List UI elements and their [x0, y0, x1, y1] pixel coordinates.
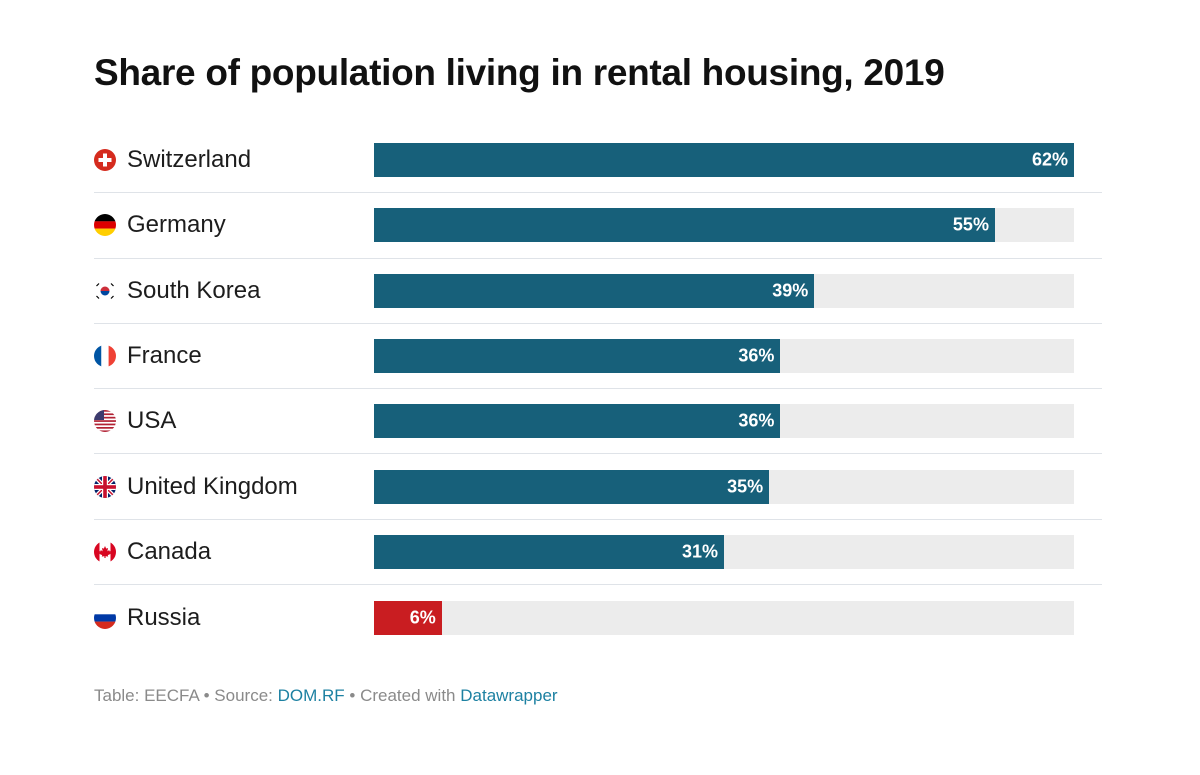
bar-track: 35%: [374, 469, 1074, 504]
table-row: France 36%: [94, 324, 1102, 390]
table-row: Russia 6%: [94, 585, 1102, 650]
value-label-switzerland: 62%: [1031, 149, 1068, 170]
bar-switzerland: 62%: [374, 143, 1074, 178]
south-korea-flag-icon: [94, 279, 116, 302]
bar-track: 39%: [374, 273, 1074, 308]
table-row: Switzerland 62%: [94, 128, 1102, 194]
footer-separator: •: [344, 686, 361, 705]
bar-track: 36%: [374, 404, 1074, 439]
value-label-canada: 31%: [681, 541, 718, 562]
value-label-south-korea: 39%: [772, 280, 809, 301]
usa-flag-icon: [94, 410, 116, 433]
table-row: Germany 55%: [94, 193, 1102, 259]
country-label-canada: Canada: [127, 537, 212, 565]
bar-united-kingdom: 35%: [374, 469, 770, 504]
bar-south-korea: 39%: [374, 273, 815, 308]
table-row: Canada 31%: [94, 520, 1102, 586]
canada-flag-icon: [94, 540, 116, 563]
datawrapper-link[interactable]: Datawrapper: [460, 686, 558, 705]
bar-track: 55%: [374, 208, 1074, 243]
germany-flag-icon: [94, 214, 116, 237]
switzerland-flag-icon: [94, 149, 116, 172]
table-credit: Table: EECFA: [94, 686, 199, 705]
bar-track: 36%: [374, 339, 1074, 374]
country-label-russia: Russia: [127, 603, 201, 631]
bar-track: 6%: [374, 600, 1074, 635]
value-label-united-kingdom: 35%: [727, 476, 764, 497]
bar-france: 36%: [374, 339, 781, 374]
france-flag-icon: [94, 345, 116, 368]
source-link[interactable]: DOM.RF: [277, 686, 345, 705]
source-prefix: Source:: [214, 686, 278, 705]
country-label-south-korea: South Korea: [127, 276, 261, 304]
bar-canada: 31%: [374, 534, 724, 569]
bar-usa: 36%: [374, 404, 781, 439]
bar-russia: 6%: [374, 600, 442, 635]
value-label-usa: 36%: [738, 410, 775, 431]
united-kingdom-flag-icon: [94, 475, 116, 498]
country-label-switzerland: Switzerland: [127, 146, 252, 174]
country-label-france: France: [127, 342, 202, 370]
table-row: USA 36%: [94, 389, 1102, 455]
bar-track: 62%: [374, 143, 1074, 178]
bar-germany: 55%: [374, 208, 995, 243]
value-label-france: 36%: [738, 345, 775, 366]
bar-track: 31%: [374, 534, 1074, 569]
table-row: United Kingdom 35%: [94, 454, 1102, 520]
created-with-prefix: Created with: [360, 686, 461, 705]
country-label-usa: USA: [127, 407, 177, 435]
chart-title: Share of population living in rental hou…: [94, 52, 945, 93]
russia-flag-icon: [94, 606, 116, 629]
country-label-germany: Germany: [127, 211, 226, 239]
country-label-united-kingdom: United Kingdom: [127, 472, 298, 500]
value-label-russia: 6%: [409, 607, 436, 628]
footer-separator: •: [198, 686, 215, 705]
chart-footer: Table: EECFA • Source: DOM.RF • Created …: [94, 686, 558, 706]
table-row: South Korea 39%: [94, 259, 1102, 324]
value-label-germany: 55%: [952, 214, 989, 235]
bar-table: Switzerland 62% Germany 55% South Korea 39% Fr…: [94, 128, 1102, 650]
